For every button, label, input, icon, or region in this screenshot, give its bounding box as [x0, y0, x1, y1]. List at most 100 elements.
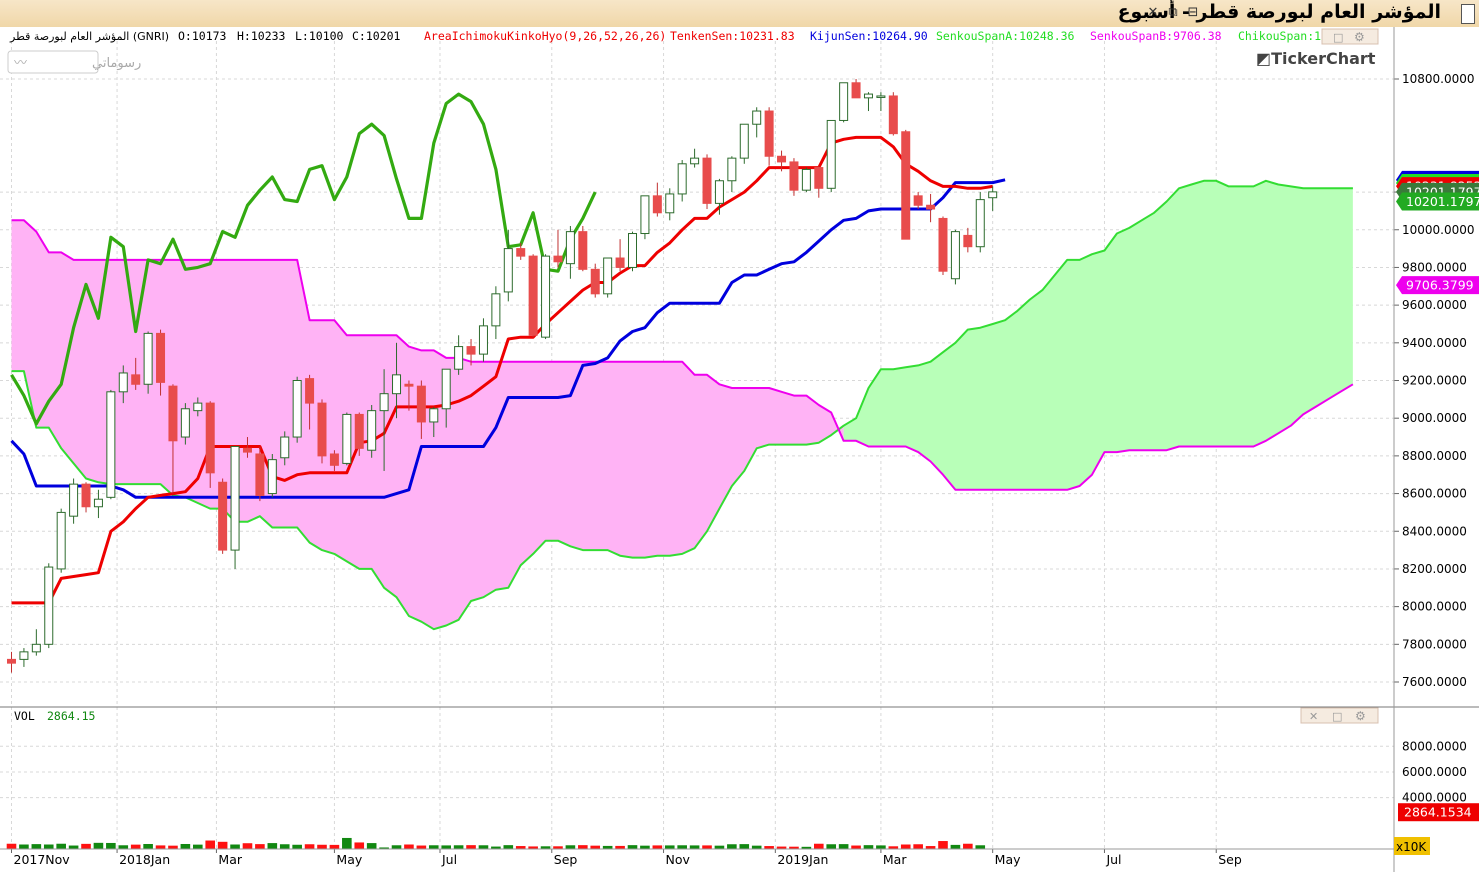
- volume-bar: [776, 846, 787, 849]
- volume-bar: [366, 843, 377, 849]
- brand-logo: ◩TickerChart: [1256, 49, 1376, 68]
- volume-pane-controls[interactable]: ✕ □ ⚙: [1300, 707, 1379, 724]
- candle-up: [839, 82, 849, 123]
- candle-body: [205, 402, 215, 474]
- candle-up: [280, 431, 290, 466]
- y-tick-label: 7800.0000: [1402, 637, 1467, 651]
- candle-body: [665, 193, 675, 214]
- volume-bar: [478, 845, 489, 849]
- candle-up: [826, 119, 836, 193]
- volume-bar: [515, 846, 526, 849]
- volume-bar: [963, 843, 973, 849]
- legend-spanA: SenkouSpanA:10248.36: [936, 29, 1075, 43]
- candle-down: [317, 399, 327, 464]
- candle-body: [702, 157, 712, 204]
- kijun-sen-line: [10, 178, 1006, 499]
- pane-settings-icon[interactable]: ⚙: [1355, 709, 1366, 723]
- volume-bar: [789, 846, 799, 849]
- price-pane-controls[interactable]: □ ⚙: [1321, 28, 1379, 45]
- close-pane-icon[interactable]: ✕: [1309, 710, 1318, 723]
- candle-up: [180, 403, 190, 445]
- candle-down: [702, 154, 712, 210]
- candle-body: [280, 436, 290, 459]
- volume-scale-badge: x10K: [1394, 837, 1430, 855]
- candle-body: [7, 658, 16, 664]
- brand-icon: ◩: [1256, 49, 1271, 68]
- candle-body: [640, 195, 650, 235]
- maximize-pane-icon[interactable]: □: [1332, 710, 1342, 723]
- candle-body: [106, 391, 116, 498]
- price-tag: 10201.1797: [1396, 192, 1479, 211]
- candle-body: [975, 199, 985, 248]
- candle-body: [764, 110, 774, 157]
- volume-bar: [714, 845, 725, 849]
- candle-down: [901, 129, 911, 240]
- settings-icon[interactable]: ⚙: [1354, 30, 1365, 44]
- candle-up: [106, 389, 116, 500]
- legend-chikou: ChikouSpan:10: [1238, 29, 1328, 43]
- legend-close: C:10201: [352, 29, 401, 43]
- candle-body: [913, 195, 923, 206]
- volume-bar: [93, 842, 104, 849]
- volume-tick-label: 8000.0000: [1402, 739, 1467, 753]
- window-handle[interactable]: [1461, 4, 1475, 24]
- candle-body: [938, 217, 948, 272]
- candle-body: [603, 257, 613, 295]
- volume-bar: [155, 845, 166, 849]
- volume-bar: [553, 846, 563, 849]
- candle-body: [69, 483, 79, 517]
- senkou-span-b-line: [11, 219, 1354, 491]
- detach-icon[interactable]: ⊟: [1187, 5, 1199, 20]
- volume-label: VOL: [14, 709, 35, 723]
- candle-up: [503, 229, 513, 302]
- volume-bar: [640, 845, 650, 849]
- y-tick-label: 9600.0000: [1402, 298, 1467, 312]
- candle-body: [218, 481, 228, 551]
- candle-up: [267, 453, 277, 498]
- candle-body: [93, 498, 103, 508]
- volume-bar: [900, 844, 911, 849]
- drawings-button[interactable]: 〰 رسوماتي: [7, 50, 141, 74]
- candle-body: [789, 161, 799, 191]
- volume-bar: [56, 843, 66, 849]
- duplicate-icon[interactable]: ⧉: [1168, 5, 1178, 20]
- candle-up: [975, 192, 985, 253]
- candle-up: [379, 369, 389, 471]
- candle-up: [69, 478, 79, 524]
- legend-open: O:10173: [178, 29, 227, 43]
- volume-bar: [876, 845, 886, 849]
- candle-body: [727, 157, 737, 182]
- candle-up: [193, 397, 203, 417]
- volume-bar: [217, 841, 228, 849]
- candle-body: [826, 119, 836, 189]
- maximize-icon[interactable]: □: [1333, 31, 1343, 44]
- candle-down: [404, 380, 414, 411]
- y-tick-label: 10800.0000: [1402, 72, 1475, 86]
- candle-up: [714, 178, 724, 215]
- x-tick-label: Mar: [883, 852, 907, 867]
- candle-down: [305, 374, 315, 430]
- candle-down: [926, 193, 936, 223]
- candle-down: [963, 227, 973, 253]
- candle-body: [677, 163, 687, 195]
- volume-bar: [267, 843, 278, 849]
- candle-up: [565, 225, 575, 279]
- volume-bar: [255, 844, 265, 849]
- candle-body: [404, 383, 414, 387]
- candle-body: [441, 368, 451, 410]
- candle-body: [416, 385, 426, 423]
- volume-bar: [143, 843, 153, 849]
- candle-body: [19, 651, 29, 660]
- candle-up: [478, 318, 488, 362]
- candle-body: [454, 346, 464, 370]
- candle-down: [205, 401, 215, 488]
- candle-down: [168, 384, 178, 494]
- price-tag-bg: [1396, 276, 1479, 295]
- close-icon[interactable]: ✕: [1147, 5, 1159, 20]
- candle-body: [950, 231, 960, 280]
- x-tick-label: Sep: [1218, 852, 1242, 867]
- volume-bar: [6, 843, 17, 849]
- chart-area[interactable]: 7600.0000 7800.0000 8000.0000 8200.0000 8400…: [0, 27, 1479, 872]
- y-tick-label: 10000.0000: [1402, 223, 1475, 237]
- volume-bar: [615, 845, 625, 849]
